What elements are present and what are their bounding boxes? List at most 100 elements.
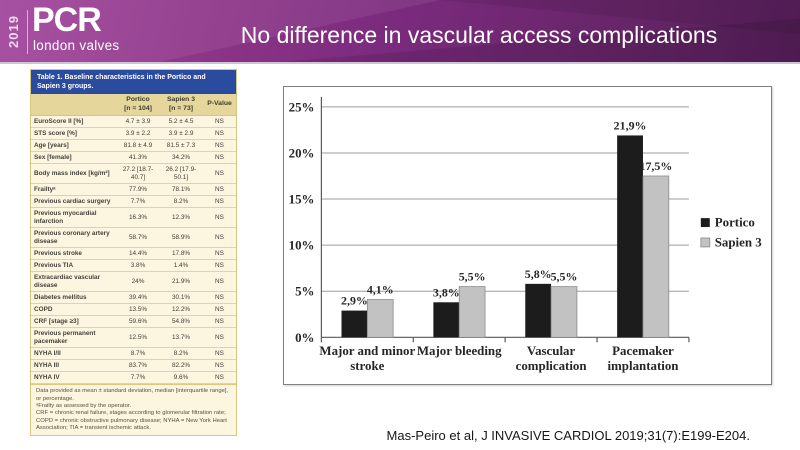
table-header-row: Portico [n = 104] Sapien 3 [n = 73] P-Va… (31, 94, 236, 117)
sapien3-value: 5.2 ± 4.5 (159, 115, 203, 129)
p-value: NS (203, 291, 236, 305)
sapien3-value: 21.9% (159, 271, 203, 293)
table-row: NYHA IV 7.7% 9.6% NS (31, 371, 236, 385)
portico-value: 77.9% (117, 183, 159, 197)
table-row: Previous coronary artery disease 58.7% 58.… (31, 227, 236, 249)
baseline-table: Table 1. Baseline characteristics in the… (30, 69, 237, 437)
sapien3-value: 3.9 ± 2.9 (159, 127, 203, 141)
sapien3-value: 12.2% (159, 303, 203, 317)
bar-value-label: 5,5% (459, 270, 486, 284)
sapien3-value: 54.8% (159, 315, 203, 329)
bar-portico (433, 302, 460, 338)
bar-portico (525, 283, 552, 338)
sapien3-value: 58.9% (159, 227, 203, 249)
table-row: CRF [stage ≥3] 59.6% 54.8% NS (31, 315, 236, 329)
category-label: Major and minor (319, 343, 415, 358)
portico-value: 8.7% (117, 347, 159, 361)
bar-value-label: 4,1% (367, 283, 394, 297)
p-value: NS (203, 327, 236, 349)
sapien3-value: 26.2 [17.9-50.1] (159, 163, 203, 185)
bar-value-label: 21,9% (614, 118, 647, 132)
portico-value: 24% (117, 271, 159, 293)
category-label: Vascular (527, 343, 576, 358)
table-row: Body mass index [kg/m²] 27.2 [18.7-40.7] 2… (31, 163, 236, 185)
slide-title: No difference in vascular access complic… (240, 22, 718, 48)
p-value: NS (203, 207, 236, 229)
bar-value-label: 2,9% (341, 294, 368, 308)
category-label: implantation (607, 358, 678, 373)
table-row: Previous stroke 14.4% 17.8% NS (31, 247, 236, 261)
p-value: NS (203, 127, 236, 141)
pcr-logo-subtitle: london valves (33, 38, 120, 53)
portico-value: 13.5% (117, 303, 159, 317)
table-row: Age [years] 81.8 ± 4.9 81.5 ± 7.3 NS (31, 139, 236, 153)
row-label: Body mass index [kg/m²] (31, 163, 117, 185)
sapien3-value: 1.4% (159, 259, 203, 273)
sapien3-value: 8.2% (159, 195, 203, 209)
portico-value: 4.7 ± 3.9 (117, 115, 159, 129)
bar-chart: 0% 5% 10% 15% 20% 25% 2,9%4,1% Major and minors… (289, 96, 763, 373)
p-value: NS (203, 227, 236, 249)
bar-value-label: 17,5% (640, 159, 673, 173)
row-label: CRF [stage ≥3] (31, 315, 117, 329)
year-badge: 2019 (1, 8, 25, 54)
category-label: Pacemaker (612, 343, 674, 358)
table-row: NYHA I/II 8.7% 8.2% NS (31, 347, 236, 361)
legend-swatch-sapien3 (700, 237, 711, 248)
table-row: Extracardiac vascular disease 24% 21.9% NS (31, 271, 236, 293)
bar-sapien3 (458, 286, 486, 338)
category-label: stroke (350, 358, 384, 373)
bar-value-label: 5,8% (525, 267, 552, 281)
p-value: NS (203, 151, 236, 165)
bar-sapien3 (642, 175, 670, 338)
footnote-line: Data provided as mean ± standard deviati… (36, 388, 229, 402)
bar-sapien3 (550, 286, 578, 338)
sapien3-value: 13.7% (159, 327, 203, 349)
p-value: NS (203, 347, 236, 361)
row-label: Diabetes mellitus (31, 291, 117, 305)
sapien3-value: 30.1% (159, 291, 203, 305)
row-label: Previous stroke (31, 247, 117, 261)
row-label: EuroScore II [%] (31, 115, 117, 129)
legend-label-sapien3: Sapien 3 (715, 234, 763, 249)
logo-divider (27, 10, 28, 54)
bar-value-label: 3,8% (433, 285, 460, 299)
portico-value: 81.8 ± 4.9 (117, 139, 159, 153)
y-axis-tick-label: 15% (289, 192, 315, 207)
y-axis-tick-label: 20% (289, 145, 315, 160)
outcomes-chart: 0% 5% 10% 15% 20% 25% 2,9% 4,1% Major and minor s… (283, 86, 772, 385)
footnote-line: ᵃFrailty as assessed by the operator. (36, 402, 132, 409)
header-banner: 2019 PCR london valves No difference in … (0, 0, 800, 64)
pcr-logo: PCR (32, 1, 102, 39)
table-row: Previous permanent pacemaker 12.5% 13.7% NS (31, 327, 236, 349)
portico-value: 58.7% (117, 227, 159, 249)
p-value: NS (203, 315, 236, 329)
sapien3-value: 82.2% (159, 359, 203, 373)
legend-label-portico: Portico (715, 215, 755, 230)
portico-value: 16.3% (117, 207, 159, 229)
sapien3-value: 9.6% (159, 371, 203, 385)
p-value: NS (203, 115, 236, 129)
row-label: NYHA I/II (31, 347, 117, 361)
row-label: Frailtyᵃ (31, 183, 117, 197)
row-label: Previous coronary artery disease (31, 227, 117, 249)
portico-value: 59.6% (117, 315, 159, 329)
table-row: Diabetes mellitus 39.4% 30.1% NS (31, 291, 236, 305)
table-row: STS score [%] 3.9 ± 2.2 3.9 ± 2.9 NS (31, 127, 236, 141)
portico-value: 7.7% (117, 195, 159, 209)
p-value: NS (203, 303, 236, 317)
portico-value: 7.7% (117, 371, 159, 385)
p-value: NS (203, 247, 236, 261)
baseline-table-grid: Portico [n = 104] Sapien 3 [n = 73] P-Va… (31, 94, 236, 385)
citation: Mas-Peiro et al, J INVASIVE CARDIOL 2019… (386, 428, 750, 443)
p-value: NS (203, 271, 236, 293)
row-label: STS score [%] (31, 127, 117, 141)
p-value: NS (203, 183, 236, 197)
row-label: NYHA III (31, 359, 117, 373)
portico-value: 3.9 ± 2.2 (117, 127, 159, 141)
row-label: Previous TIA (31, 259, 117, 273)
category-label: complication (516, 358, 587, 373)
p-value: NS (203, 259, 236, 273)
table-title: Table 1. Baseline characteristics in the… (31, 70, 236, 95)
y-axis-tick-label: 25% (289, 99, 315, 114)
